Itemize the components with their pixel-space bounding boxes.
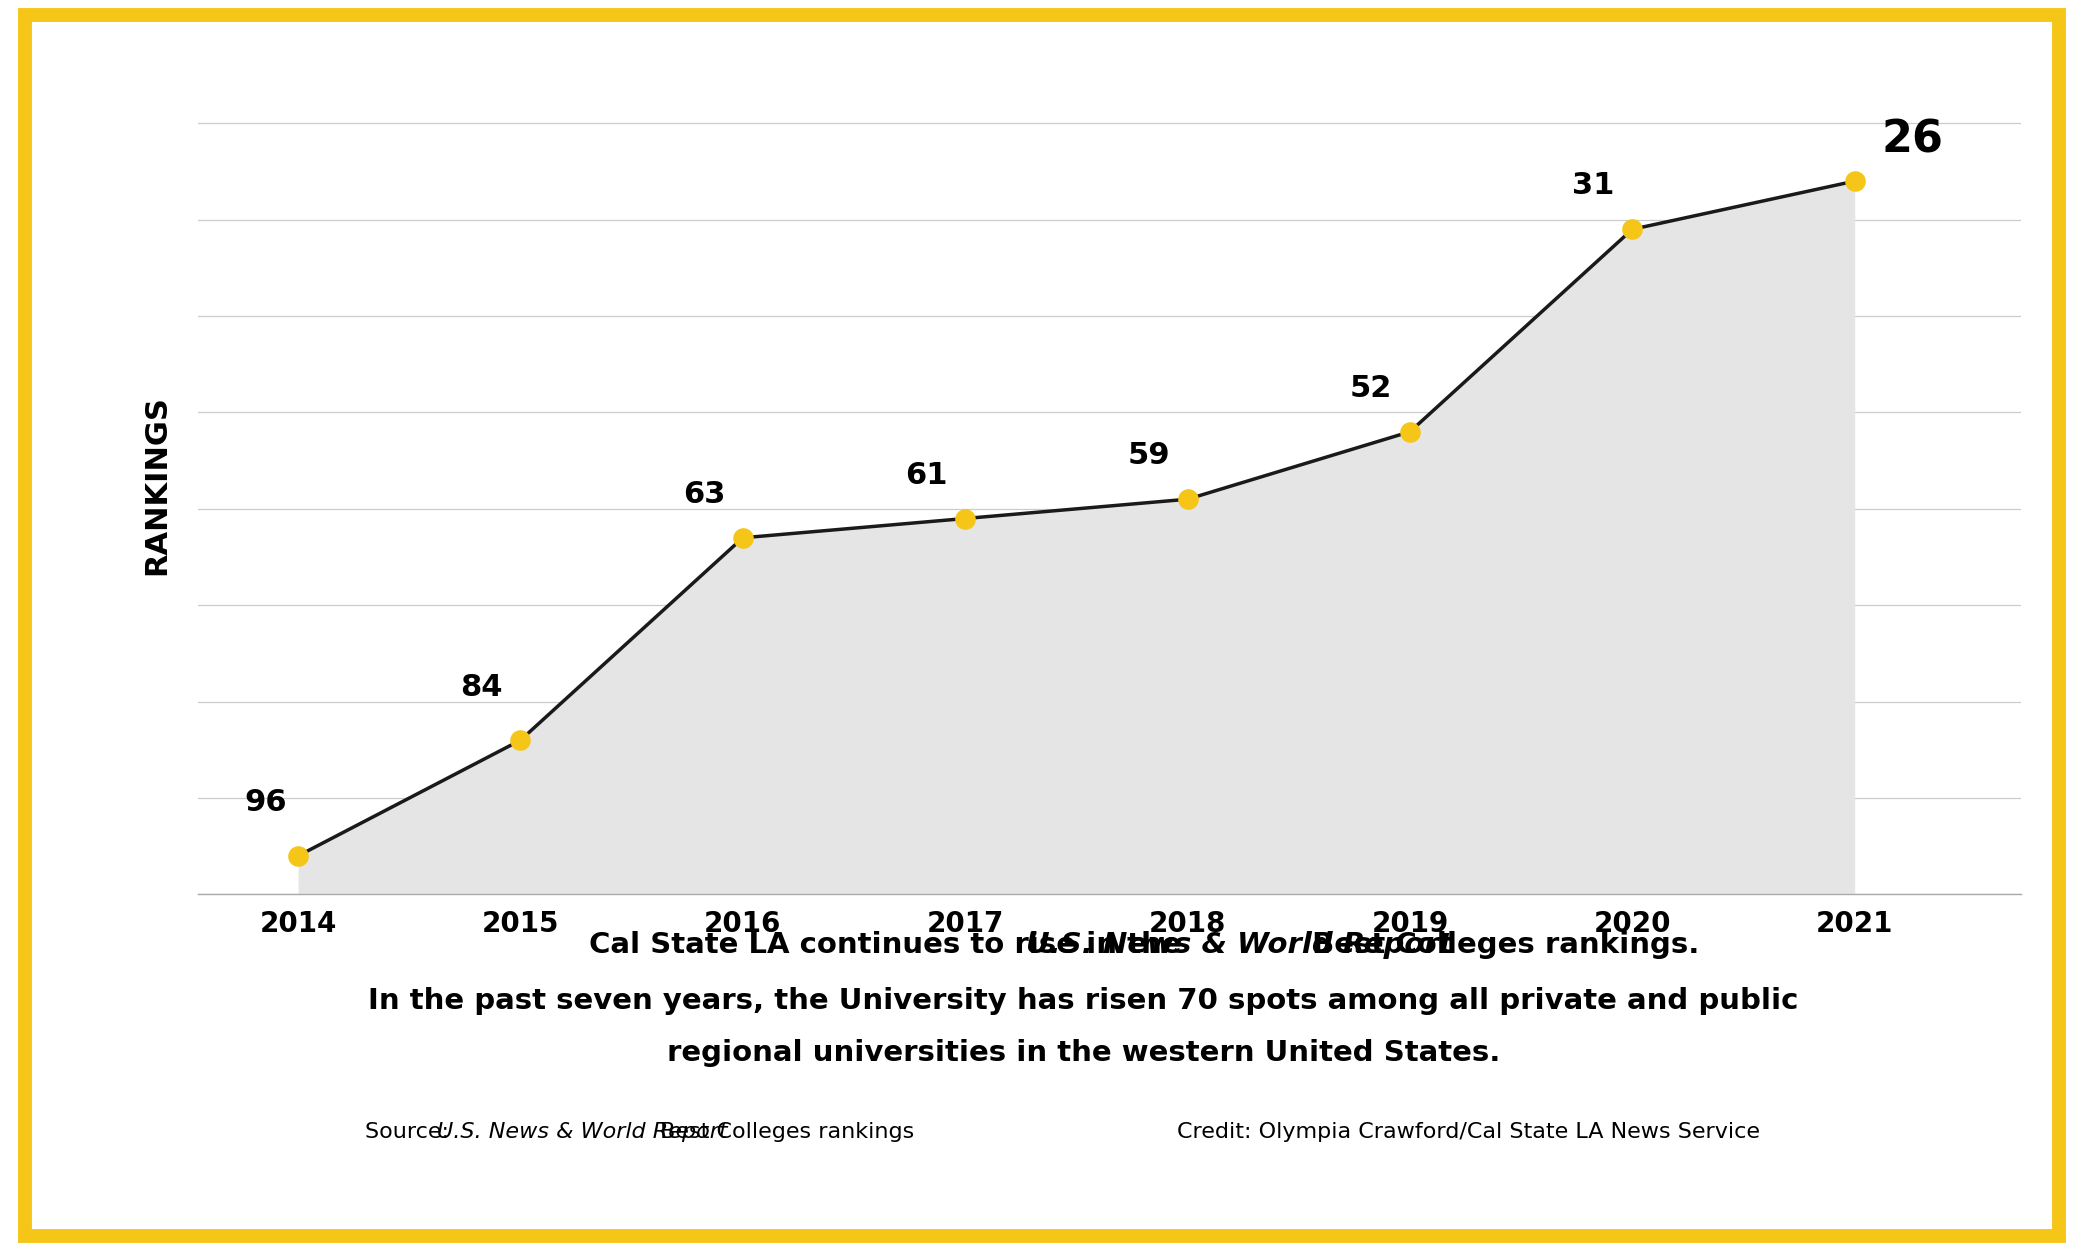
Text: U.S. News & World Report: U.S. News & World Report: [1025, 931, 1453, 958]
Point: [281, 846, 315, 866]
Text: Cal State LA continues to rise in the: Cal State LA continues to rise in the: [590, 931, 1192, 958]
Text: 31: 31: [1571, 171, 1615, 200]
Point: [1394, 422, 1428, 442]
Text: 61: 61: [904, 460, 948, 489]
Y-axis label: RANKINGS: RANKINGS: [142, 395, 171, 574]
Text: Best Colleges rankings.: Best Colleges rankings.: [1302, 931, 1701, 958]
Text: Credit: Olympia Crawford/Cal State LA News Service: Credit: Olympia Crawford/Cal State LA Ne…: [1177, 1122, 1761, 1142]
Point: [1838, 171, 1871, 191]
Point: [504, 731, 538, 751]
Text: 26: 26: [1882, 119, 1944, 161]
Text: U.S. News & World Report: U.S. News & World Report: [438, 1122, 727, 1142]
Point: [1615, 219, 1648, 239]
Text: 84: 84: [461, 673, 502, 702]
Point: [948, 508, 982, 528]
Text: 52: 52: [1350, 374, 1392, 403]
Point: [1171, 489, 1205, 509]
Text: Best Colleges rankings: Best Colleges rankings: [652, 1122, 915, 1142]
Text: 63: 63: [684, 480, 725, 509]
Text: In the past seven years, the University has risen 70 spots among all private and: In the past seven years, the University …: [369, 987, 1798, 1015]
Point: [725, 528, 759, 548]
Text: 96: 96: [244, 788, 288, 817]
Text: 59: 59: [1127, 442, 1169, 470]
Text: Source:: Source:: [365, 1122, 456, 1142]
Text: regional universities in the western United States.: regional universities in the western Uni…: [667, 1040, 1500, 1067]
